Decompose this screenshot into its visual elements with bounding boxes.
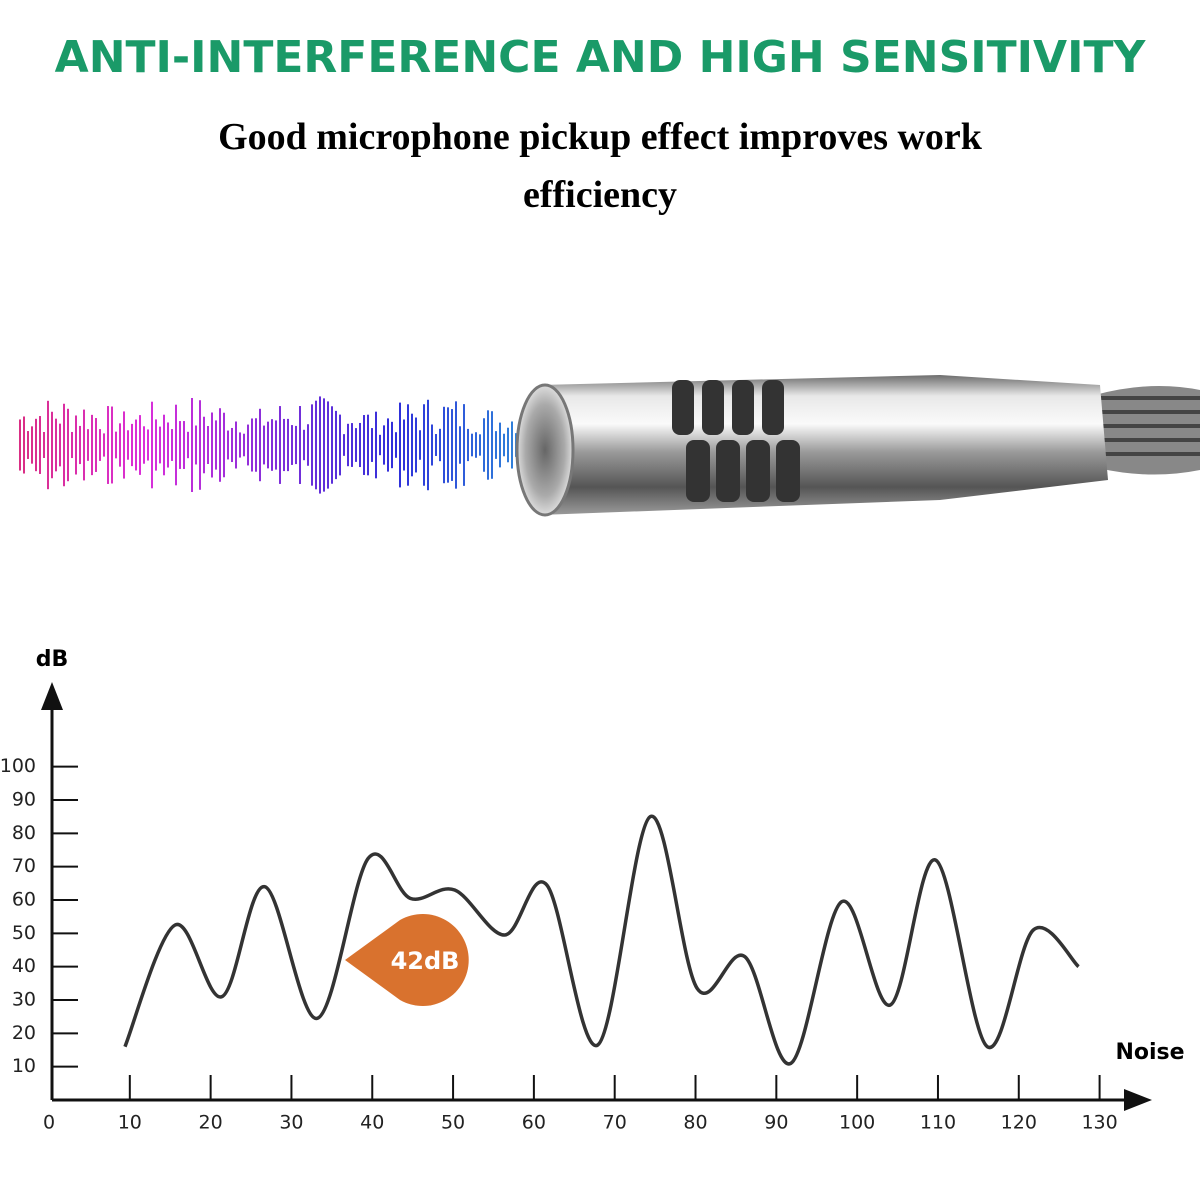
mic-head <box>515 383 575 517</box>
y-tick-label: 80 <box>12 822 36 844</box>
x-arrow <box>1124 1089 1152 1111</box>
x-tick-label: 50 <box>441 1112 465 1134</box>
x-tick-label: 40 <box>360 1112 384 1134</box>
microphone <box>515 375 1200 517</box>
y-tick-label: 90 <box>12 789 36 811</box>
x-tick-label: 30 <box>279 1112 303 1134</box>
x-tick-label: 110 <box>920 1112 956 1134</box>
mic-body <box>540 375 1108 515</box>
y-tick-label: 20 <box>12 1022 36 1044</box>
sound-wave <box>19 396 521 494</box>
y-tick-label: 30 <box>12 989 36 1011</box>
y-tick-label: 10 <box>12 1055 36 1077</box>
y-arrow <box>41 682 63 710</box>
headline: ANTI-INTERFERENCE AND HIGH SENSITIVITY <box>55 32 1147 83</box>
x-axis-label: Noise <box>1115 1040 1184 1065</box>
x-tick-label: 0 <box>43 1112 55 1134</box>
y-tick-label: 100 <box>0 755 36 777</box>
callout-shape <box>345 913 469 1006</box>
subtitle-box: Good microphone pickup effect improves w… <box>218 116 982 216</box>
subtitle: Good microphone pickup effect improves w… <box>218 116 982 216</box>
gooseneck-ridges <box>1100 396 1200 456</box>
mic-slots <box>672 380 800 502</box>
x-tick-label: 120 <box>1001 1112 1037 1134</box>
x-tick-label: 10 <box>118 1112 142 1134</box>
callout-label: 42dB <box>391 947 460 975</box>
y-tick-label: 60 <box>12 889 36 911</box>
noise-line <box>123 814 1080 1066</box>
y-tick-label: 40 <box>12 955 36 977</box>
plot: dB Noise 42dB 10 20 30 40 50 60 70 80 90 100 0 10 20… <box>0 647 1185 1134</box>
x-tick-label: 100 <box>839 1112 875 1134</box>
x-tick-label: 70 <box>603 1112 627 1134</box>
x-tick-label: 80 <box>683 1112 707 1134</box>
x-tick-label: 20 <box>199 1112 223 1134</box>
y-tick-label: 70 <box>12 855 36 877</box>
x-tick-label: 90 <box>764 1112 788 1134</box>
x-tick-label: 60 <box>522 1112 546 1134</box>
x-tick-label: 130 <box>1081 1112 1117 1134</box>
callout: 42dB <box>345 913 469 1006</box>
y-axis-label: dB <box>36 647 69 672</box>
y-tick-label: 50 <box>12 922 36 944</box>
